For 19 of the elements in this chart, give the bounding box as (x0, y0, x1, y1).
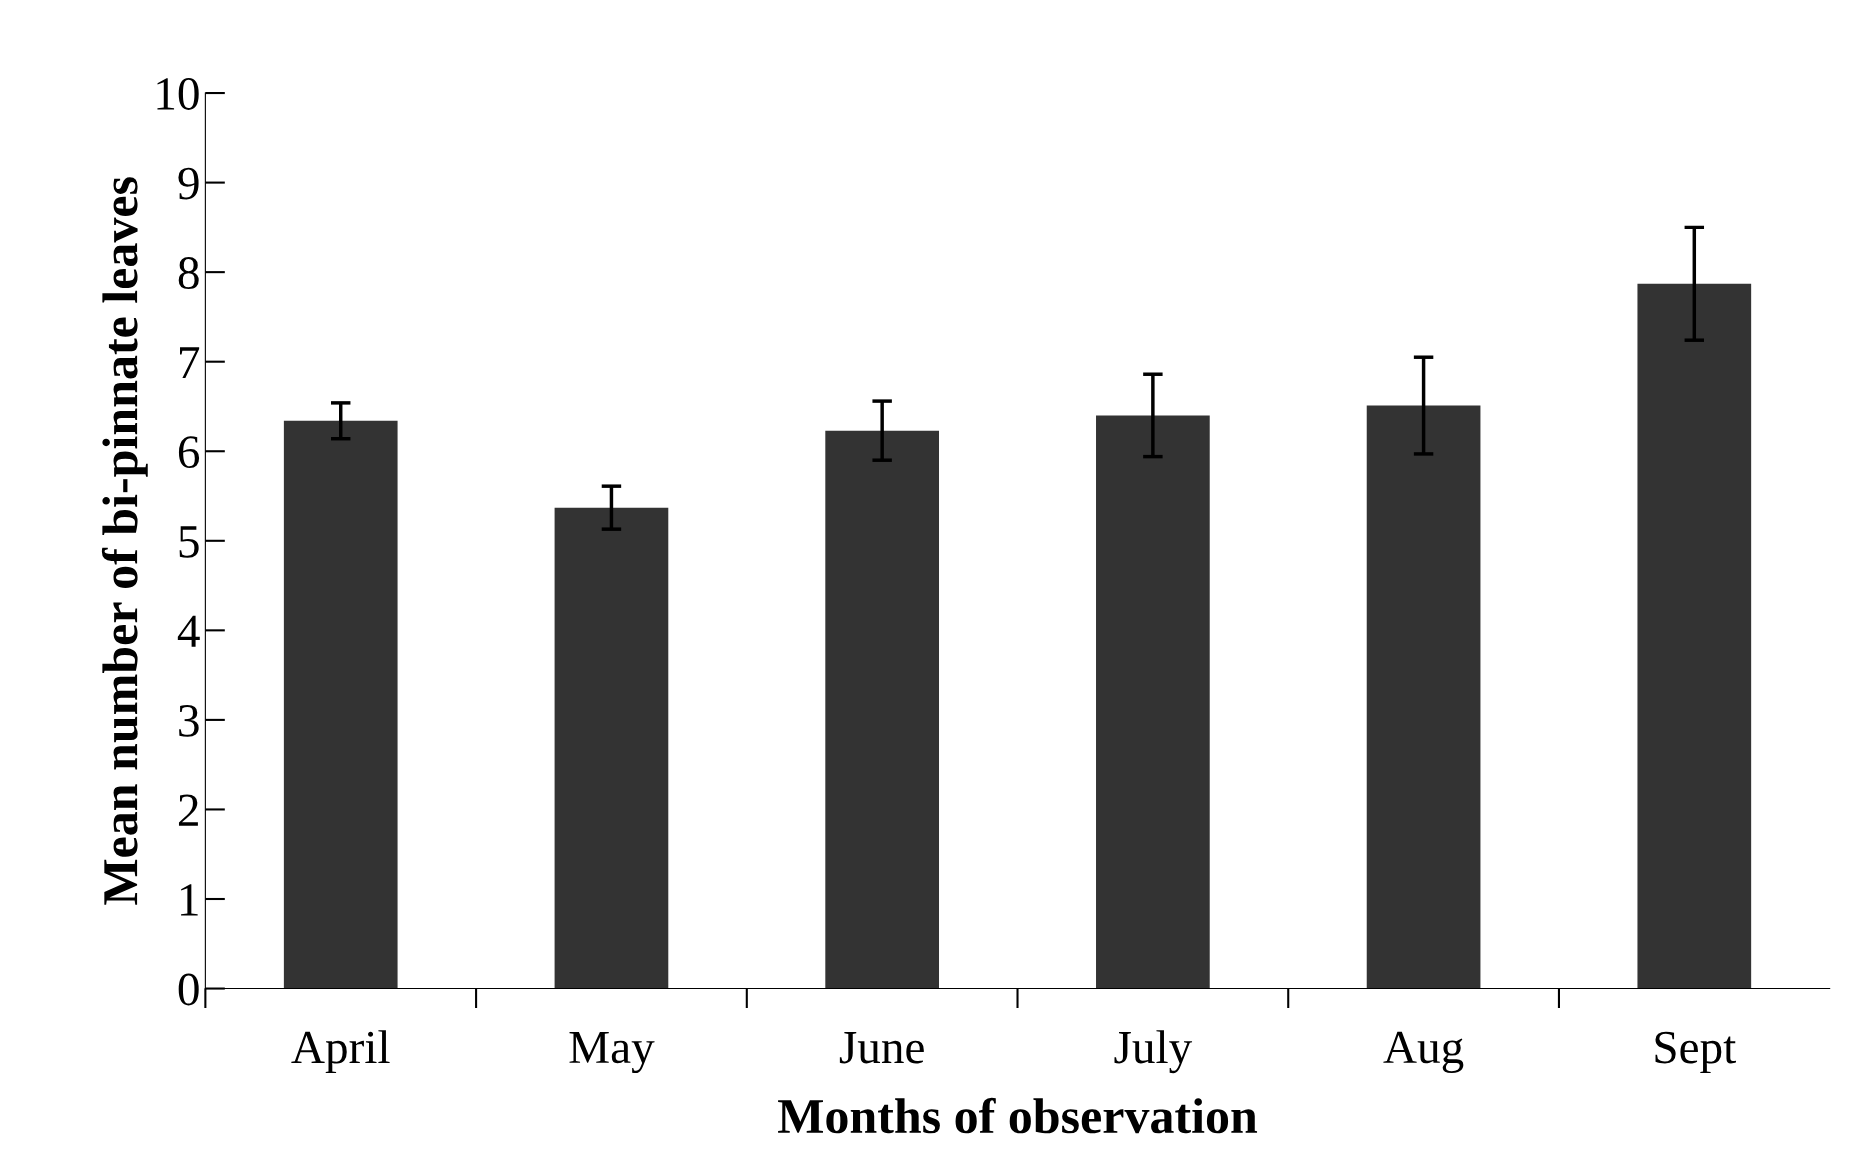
x-tick-label: May (569, 1031, 655, 1074)
x-axis-title: Months of observation (778, 1097, 1258, 1134)
x-tick-label: Aug (1383, 1031, 1464, 1074)
x-tick-label: June (839, 1032, 924, 1064)
y-tick-label: 2 (178, 794, 198, 826)
y-tick-label: 3 (179, 705, 199, 737)
y-tick-label: 1 (181, 884, 198, 916)
y-tick-label: 7 (180, 347, 200, 379)
y-tick-label: 8 (178, 257, 199, 289)
y-axis-title: Mean number of bi-pinnate leaves (101, 177, 148, 905)
y-tick-label: 6 (178, 436, 200, 469)
y-tick-label: 5 (179, 526, 199, 558)
x-tick-label: July (1114, 1030, 1193, 1074)
y-tick-label: 4 (177, 615, 200, 647)
x-tick-label: April (291, 1030, 390, 1074)
y-tick-label: 10 (157, 78, 199, 110)
y-tick-label: 9 (178, 167, 199, 200)
y-tick-label: 0 (178, 973, 199, 1006)
x-tick-label: Sept (1655, 1031, 1737, 1074)
